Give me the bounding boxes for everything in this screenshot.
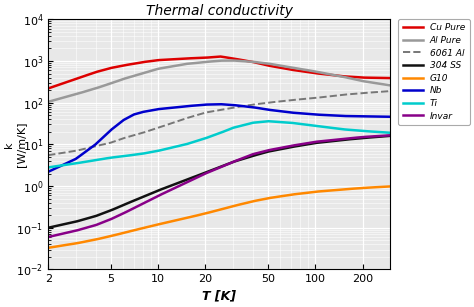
- 304 SS: [387, 134, 393, 138]
- G10: [181, 217, 187, 220]
- Ti: [157, 149, 163, 152]
- Al Pure: [295, 67, 301, 70]
- Line: G10: G10: [48, 186, 390, 248]
- Ti: [181, 143, 187, 147]
- G10: [87, 239, 92, 243]
- Al Pure: [157, 67, 163, 70]
- Nb: [387, 115, 393, 119]
- Line: Invar: Invar: [48, 135, 390, 237]
- Line: Nb: Nb: [48, 104, 390, 172]
- 6061 Al: [387, 89, 393, 93]
- Ti: [46, 165, 51, 169]
- 6061 Al: [87, 146, 92, 150]
- Nb: [218, 102, 223, 106]
- Cu Pure: [87, 72, 92, 76]
- Cu Pure: [262, 63, 267, 67]
- Line: 304 SS: 304 SS: [48, 136, 390, 228]
- Ti: [265, 119, 271, 123]
- 6061 Al: [157, 126, 163, 129]
- Al Pure: [87, 88, 92, 92]
- Nb: [87, 147, 92, 151]
- Legend: Cu Pure, Al Pure, 6061 Al, 304 SS, G10, Nb, Ti, Invar: Cu Pure, Al Pure, 6061 Al, 304 SS, G10, …: [398, 19, 470, 125]
- Cu Pure: [295, 69, 301, 72]
- Invar: [46, 235, 51, 239]
- Line: Al Pure: Al Pure: [48, 60, 390, 102]
- 304 SS: [261, 151, 266, 155]
- Nb: [262, 107, 267, 111]
- Invar: [87, 225, 92, 229]
- Line: 6061 Al: 6061 Al: [48, 91, 390, 155]
- Al Pure: [387, 84, 393, 87]
- Invar: [294, 143, 300, 147]
- Nb: [181, 105, 187, 108]
- Invar: [292, 143, 298, 147]
- Cu Pure: [181, 57, 187, 60]
- Cu Pure: [293, 68, 299, 72]
- Line: Ti: Ti: [48, 121, 390, 167]
- Cu Pure: [387, 76, 393, 80]
- 304 SS: [157, 188, 163, 192]
- 304 SS: [181, 179, 187, 183]
- Ti: [293, 122, 299, 125]
- Al Pure: [230, 59, 236, 62]
- 6061 Al: [292, 98, 298, 102]
- Cu Pure: [46, 87, 51, 90]
- Nb: [46, 170, 51, 174]
- Al Pure: [293, 66, 299, 70]
- Al Pure: [181, 63, 187, 66]
- G10: [387, 185, 393, 188]
- Nb: [293, 111, 299, 115]
- Line: Cu Pure: Cu Pure: [48, 56, 390, 88]
- G10: [294, 192, 300, 196]
- Al Pure: [262, 61, 267, 65]
- Invar: [157, 193, 163, 197]
- 6061 Al: [261, 101, 266, 105]
- Y-axis label: k
[W/m/K]: k [W/m/K]: [4, 122, 26, 167]
- Invar: [387, 134, 393, 137]
- G10: [46, 246, 51, 250]
- G10: [261, 197, 266, 201]
- Nb: [157, 107, 163, 111]
- Ti: [295, 122, 301, 126]
- Invar: [261, 150, 266, 153]
- Ti: [261, 120, 266, 123]
- Invar: [181, 182, 187, 186]
- Ti: [87, 159, 92, 163]
- X-axis label: T [K]: T [K]: [202, 290, 236, 303]
- Cu Pure: [218, 55, 223, 58]
- G10: [157, 222, 163, 226]
- G10: [292, 192, 298, 196]
- Nb: [295, 111, 301, 115]
- 304 SS: [87, 216, 92, 220]
- Ti: [387, 131, 393, 134]
- 6061 Al: [294, 98, 300, 102]
- 304 SS: [292, 145, 298, 148]
- 304 SS: [294, 144, 300, 148]
- 304 SS: [46, 226, 51, 230]
- 6061 Al: [181, 117, 187, 121]
- 6061 Al: [46, 154, 51, 157]
- Title: Thermal conductivity: Thermal conductivity: [146, 4, 293, 18]
- Al Pure: [46, 100, 51, 104]
- Cu Pure: [157, 58, 163, 62]
